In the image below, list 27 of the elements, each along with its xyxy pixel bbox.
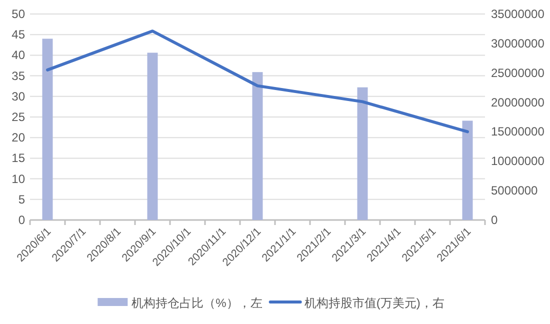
y-tick-label: 50	[12, 7, 26, 21]
line-series	[46, 30, 469, 134]
bar	[252, 72, 263, 220]
y-tick-label: 15	[12, 151, 26, 166]
y2-tick-label: 35000000	[491, 7, 545, 21]
legend-label: 机构持股市值(万美元)，右	[304, 296, 444, 310]
y2-tick-label: 20000000	[491, 95, 545, 110]
y-tick-label: 20	[12, 130, 26, 145]
bar	[42, 38, 53, 220]
y-tick-label: 45	[12, 28, 26, 42]
y-tick-label: 0	[18, 213, 26, 227]
bar	[147, 52, 158, 220]
y-tick-label: 40	[12, 48, 26, 62]
y2-tick-label: 0	[491, 213, 498, 227]
legend-label: 机构持仓占比（%），左	[132, 296, 262, 310]
y-tick-label: 25	[12, 110, 26, 124]
y2-tick-label: 5000000	[491, 184, 538, 198]
y-tick-label: 5	[18, 192, 26, 206]
y-tick-label: 10	[12, 172, 26, 186]
y2-tick-label: 25000000	[491, 66, 545, 80]
y2-tick-label: 15000000	[491, 124, 545, 139]
y2-tick-label: 10000000	[491, 154, 545, 168]
y-tick-label: 30	[12, 89, 26, 104]
y-tick-label: 35	[12, 68, 26, 83]
bar	[357, 87, 368, 220]
y2-tick-label: 30000000	[491, 36, 545, 50]
bar	[462, 120, 473, 220]
